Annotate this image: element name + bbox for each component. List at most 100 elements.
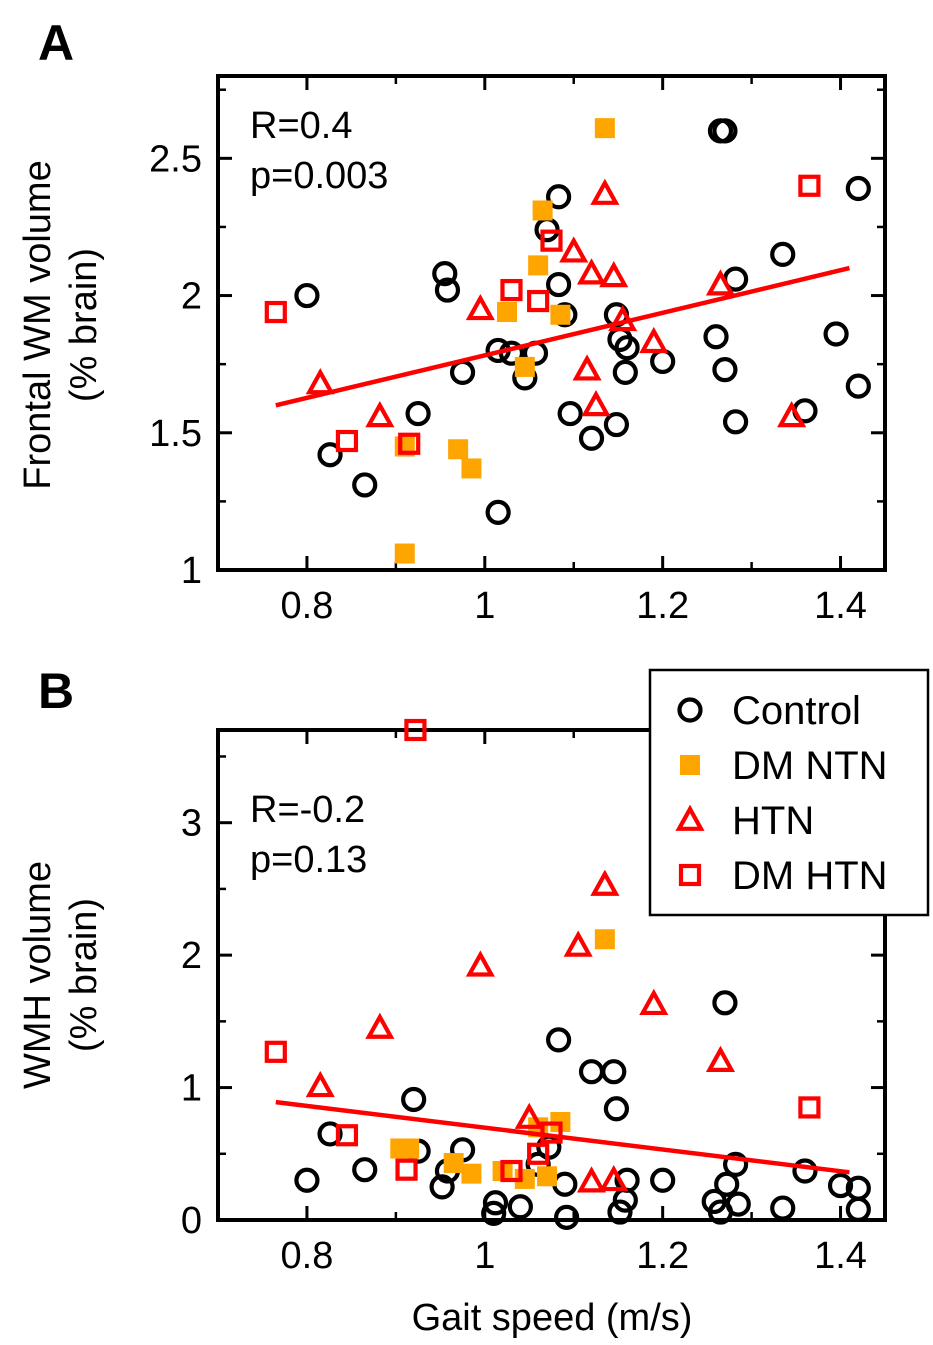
panel-a-point-triangle-open [305, 368, 335, 395]
panel-a-point-circle-open [712, 357, 738, 383]
panel-b-point-triangle-open [705, 1045, 736, 1072]
panel-a-point-square-filled [532, 200, 553, 221]
panel-b-point-circle-open [792, 1158, 818, 1184]
legend-marker-circle-open [677, 697, 703, 723]
panel-a-point-square-open [527, 289, 550, 313]
panel-b-stats: R=-0.2 p=0.13 [250, 789, 367, 881]
panel-a-y-tick-label: 1 [181, 550, 202, 592]
panel-a-point-square-open [264, 300, 287, 324]
panel-b-y-axis-label-line1: WMH volume [17, 861, 59, 1089]
panel-a-x-tick-label: 1.4 [814, 585, 867, 627]
panel-a-point-square-filled [448, 439, 469, 460]
panel-a-point-triangle-open [572, 354, 602, 381]
panel-b-point-circle-open [603, 1096, 630, 1122]
panel-b-point-circle-open [554, 1204, 580, 1230]
panel-b-point-circle-open [722, 1151, 749, 1177]
panel-a-point-circle-open [557, 400, 583, 427]
panel-b-point-circle-open [827, 1172, 854, 1199]
panel-a-point-circle-open [612, 359, 638, 385]
panel-a-point-triangle-open [559, 236, 589, 263]
legend-marker-square-filled [680, 755, 700, 775]
panel-b-point-circle-open [578, 1059, 605, 1085]
panel-a-y-tick-label: 1.5 [149, 413, 202, 455]
panel-b-point-square-filled [443, 1153, 464, 1174]
panel-b-point-circle-open [714, 1171, 740, 1197]
panel-a-point-triangle-open [777, 400, 807, 428]
panel-b-point-square-open [395, 1158, 418, 1181]
panel-a-plot-area: 0.8 1 1.2 1.4 1 1.5 2 2.5 [149, 74, 887, 627]
panel-a-point-triangle-open [581, 390, 611, 417]
panel-a-point-circle-open [485, 499, 511, 525]
panel-a-y-axis-label-line2: (% brain) [63, 248, 105, 402]
panel-b-point-square-open [500, 1159, 523, 1183]
panel-a-x-tick-label: 1.2 [636, 585, 689, 627]
panel-a-point-circle-open [603, 411, 630, 438]
panel-a-point-circle-open [770, 241, 796, 267]
panel-a-frame [216, 74, 887, 572]
panel-b-point-circle-open [317, 1121, 343, 1147]
panel-a-point-square-open [335, 429, 359, 453]
panel-b-p-value: p=0.13 [250, 839, 367, 881]
panel-b-fit-line [275, 1099, 850, 1175]
panel-a-point-circle-open [434, 277, 461, 303]
panel-b-point-circle-open [770, 1195, 796, 1221]
panel-a-point-circle-open [845, 175, 871, 202]
panel-a-point-circle-open [823, 321, 849, 347]
panel-a-point-circle-open [650, 348, 676, 375]
panel-b-point-triangle-open [563, 930, 593, 957]
panel-b-point-circle-open [482, 1190, 509, 1216]
panel-b-point-circle-open [650, 1167, 676, 1193]
panel-b: B WMH volume (% brain) R=-0.2 p=0.13 0.8… [17, 663, 930, 1339]
panel-a-point-circle-open [294, 282, 320, 309]
panel-b-point-circle-open [294, 1167, 320, 1193]
panel-a-point-circle-open [578, 425, 605, 451]
panel-a-point-circle-open [352, 472, 378, 498]
panel-a-p-value: p=0.003 [250, 155, 388, 197]
panel-b-point-circle-open [352, 1157, 378, 1183]
panel-a-point-square-open [798, 174, 821, 197]
panel-a-r-value: R=0.4 [250, 105, 352, 147]
panel-b-x-tick-label: 1.2 [636, 1235, 689, 1277]
panel-b-point-circle-open [552, 1171, 578, 1197]
panel-b-frame [216, 728, 887, 1222]
legend-marker-triangle-open [675, 804, 705, 831]
panel-a-y-axis-label-line1: Frontal WM volume [17, 160, 59, 489]
panel-a-point-square-filled [550, 304, 571, 325]
panel-b-point-triangle-open [365, 1012, 395, 1039]
panel-b-point-triangle-open [514, 1102, 544, 1129]
panel-a-point-square-filled [528, 255, 549, 276]
panel-b-point-circle-open [429, 1174, 455, 1200]
legend-entry-label: DM NTN [732, 744, 888, 788]
panel-a-point-square-open [500, 278, 523, 302]
panel-a-point-triangle-open [599, 261, 629, 288]
panel-b-point-triangle-open [305, 1070, 335, 1098]
panel-b-y-tick-label: 0 [181, 1200, 202, 1242]
legend-marker-square-open [678, 863, 702, 887]
legend-entry-label: HTN [732, 799, 814, 843]
panel-b-point-square-filled [537, 1166, 558, 1187]
panel-b-x-tick-label: 1 [474, 1235, 495, 1277]
panel-a-point-circle-open [449, 359, 476, 385]
panel-b-x-tick-label: 1.4 [814, 1235, 867, 1277]
panel-b-point-triangle-open [639, 988, 669, 1016]
panel-a-point-circle-open [614, 335, 640, 361]
panel-b-point-triangle-open [576, 1166, 607, 1193]
panel-a-point-square-filled [514, 356, 535, 377]
panel-a-y-axis-label: Frontal WM volume (% brain) [17, 160, 105, 489]
panel-b-point-circle-open [481, 1200, 507, 1226]
panel-a: A Frontal WM volume (% brain) R=0.4 p=0.… [17, 15, 887, 627]
panel-a-fit-line [275, 265, 850, 408]
panel-a-letter: A [38, 15, 74, 71]
panel-a-point-triangle-open [576, 258, 607, 285]
panel-a-point-square-open [540, 229, 563, 252]
panel-a-point-circle-open [845, 373, 871, 399]
panel-a-y-tick-label: 2.5 [149, 138, 202, 180]
panel-a-x-tick-label: 0.8 [281, 585, 334, 627]
panel-a-point-square-filled [497, 302, 518, 323]
panel-b-point-square-open [404, 718, 427, 742]
panel-b-point-square-open [798, 1096, 821, 1119]
panel-b-point-circle-open [401, 1086, 427, 1113]
panel-b-point-square-open [527, 1142, 550, 1165]
panel-b-x-tick-label: 0.8 [281, 1235, 334, 1277]
panel-b-letter: B [38, 663, 74, 719]
